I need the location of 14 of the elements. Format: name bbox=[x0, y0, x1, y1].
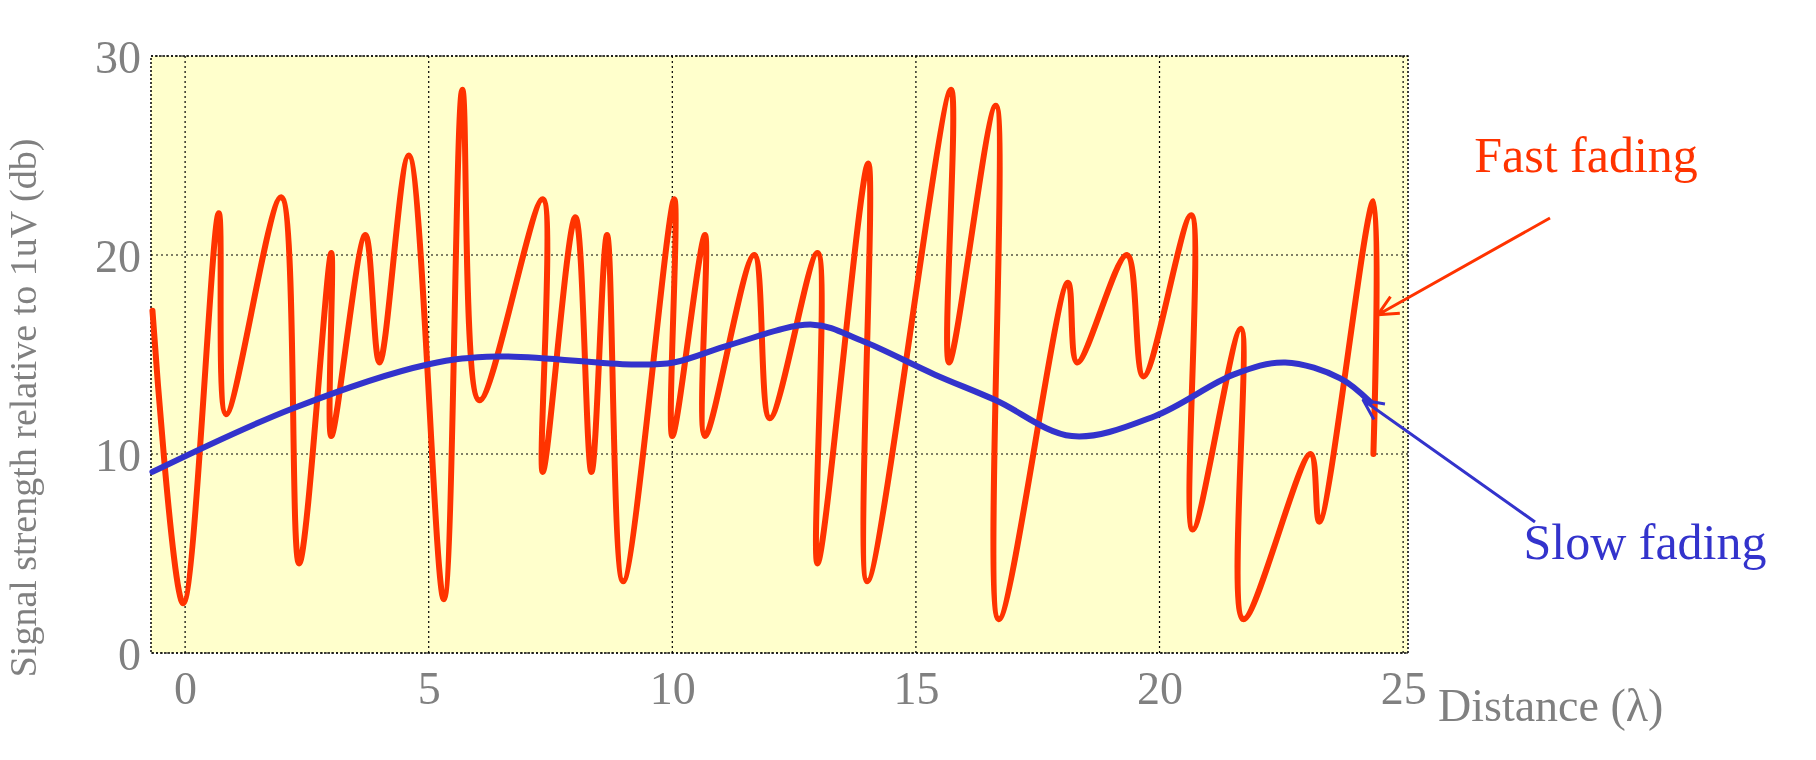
x-axis-title: Distance (λ) bbox=[1438, 680, 1664, 731]
x-tick-label: 15 bbox=[893, 662, 940, 714]
x-tick-label: 5 bbox=[417, 662, 441, 714]
y-tick-label: 30 bbox=[95, 31, 141, 83]
x-tick-label: 25 bbox=[1380, 662, 1427, 714]
annotation: Slow fading bbox=[1523, 514, 1767, 570]
y-tick-label: 0 bbox=[118, 628, 141, 680]
x-tick-label: 0 bbox=[174, 662, 198, 714]
y-tick-label: 10 bbox=[95, 429, 141, 481]
x-tick-label: 10 bbox=[649, 662, 696, 714]
x-tick-label: 20 bbox=[1137, 662, 1184, 714]
y-tick-label: 20 bbox=[95, 230, 141, 282]
y-axis-title: Signal strength relative to 1uV (db) bbox=[2, 138, 45, 678]
annotation: Fast fading bbox=[1474, 127, 1698, 183]
